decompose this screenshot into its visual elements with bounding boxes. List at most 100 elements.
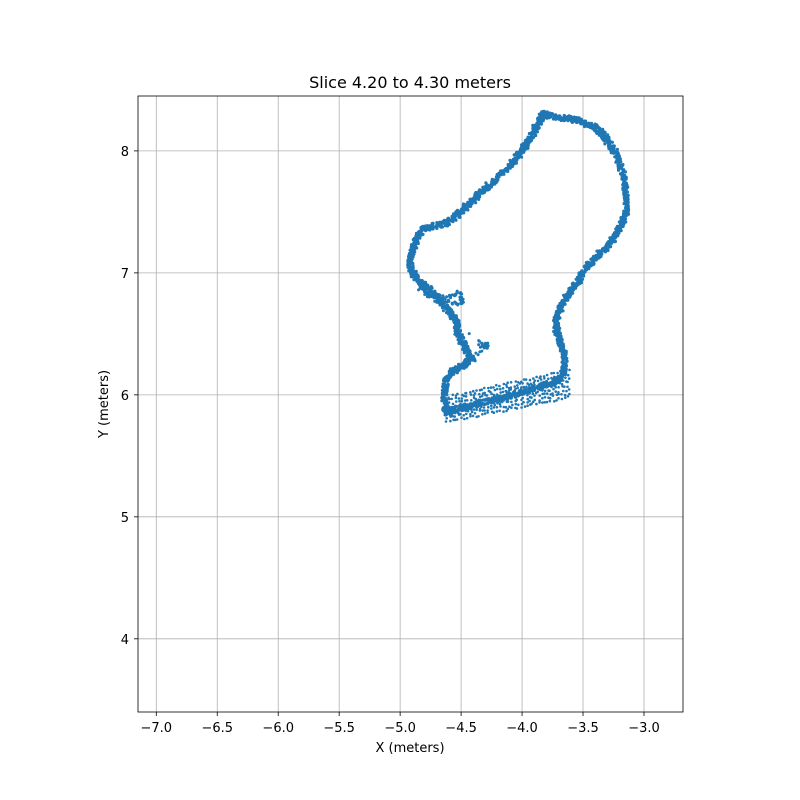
- data-point: [528, 378, 532, 382]
- data-point: [575, 118, 579, 122]
- data-point: [528, 399, 531, 403]
- data-point: [548, 389, 551, 393]
- data-point: [611, 236, 615, 240]
- data-point: [563, 365, 567, 369]
- data-point: [522, 400, 525, 404]
- data-point: [420, 287, 423, 291]
- data-point: [519, 391, 522, 394]
- data-point: [516, 156, 520, 160]
- data-point: [444, 410, 448, 414]
- data-point: [415, 233, 419, 237]
- data-point: [574, 282, 578, 286]
- data-point: [506, 381, 510, 385]
- data-point: [479, 190, 483, 194]
- data-point: [606, 248, 610, 253]
- data-point: [530, 396, 533, 399]
- data-point: [441, 309, 445, 313]
- data-point: [555, 399, 558, 402]
- data-point: [471, 414, 475, 418]
- data-point: [554, 333, 559, 337]
- data-point: [483, 391, 487, 395]
- data-point: [581, 120, 585, 124]
- data-point: [489, 390, 492, 394]
- data-point: [560, 393, 563, 396]
- data-point: [504, 405, 508, 409]
- data-point: [613, 150, 618, 154]
- data-point: [557, 391, 560, 394]
- data-point: [420, 281, 424, 285]
- data-point: [547, 377, 550, 381]
- data-point: [466, 200, 470, 204]
- data-point: [464, 347, 468, 351]
- data-point: [477, 398, 480, 402]
- data-point: [523, 392, 526, 396]
- data-point: [476, 353, 480, 357]
- data-point: [538, 394, 541, 397]
- data-point: [464, 402, 467, 406]
- data-point: [463, 408, 467, 412]
- data-point: [437, 297, 441, 301]
- data-point: [486, 411, 489, 414]
- data-point: [546, 382, 550, 385]
- data-point: [556, 323, 560, 327]
- data-point: [567, 388, 571, 391]
- data-point: [481, 413, 484, 416]
- data-point: [543, 392, 546, 395]
- data-point: [565, 389, 568, 393]
- data-point: [486, 183, 490, 187]
- data-point: [450, 405, 453, 409]
- data-point: [471, 199, 475, 203]
- data-point: [492, 178, 496, 182]
- data-point: [622, 219, 626, 223]
- data-point: [451, 317, 455, 321]
- data-point: [470, 399, 473, 402]
- data-point: [447, 408, 451, 412]
- y-tick-label: 5: [121, 511, 129, 526]
- data-point: [426, 284, 430, 288]
- data-point: [551, 117, 556, 121]
- data-point: [533, 379, 537, 383]
- data-point: [530, 384, 534, 387]
- x-tick-label: −4.0: [506, 721, 538, 736]
- data-point: [603, 142, 607, 146]
- data-point: [517, 151, 521, 155]
- data-point: [513, 385, 516, 388]
- data-point: [460, 399, 464, 403]
- data-point: [560, 382, 564, 386]
- data-point: [496, 402, 499, 405]
- plot-frame: [137, 95, 684, 713]
- data-point: [623, 170, 628, 174]
- data-point: [562, 117, 566, 121]
- y-tick-label: 8: [121, 145, 129, 160]
- data-point: [562, 389, 565, 393]
- data-point: [532, 400, 535, 404]
- data-point: [551, 392, 554, 395]
- data-point: [472, 401, 476, 405]
- data-point: [556, 371, 559, 375]
- data-point: [617, 231, 621, 235]
- data-point: [507, 389, 511, 392]
- data-point: [619, 217, 623, 222]
- data-point: [564, 376, 567, 380]
- data-point: [459, 209, 463, 214]
- data-point: [611, 144, 615, 148]
- data-point: [526, 397, 529, 401]
- data-point: [592, 254, 596, 258]
- data-point: [509, 386, 513, 389]
- data-point: [553, 400, 556, 403]
- data-point: [553, 319, 557, 323]
- data-point: [625, 196, 629, 200]
- data-point: [545, 385, 548, 389]
- data-point: [473, 392, 477, 395]
- data-point: [460, 416, 463, 420]
- data-point: [416, 273, 420, 278]
- data-point: [560, 352, 564, 356]
- data-point: [411, 243, 415, 247]
- data-point: [455, 408, 458, 412]
- data-point: [592, 258, 597, 262]
- data-point: [556, 337, 560, 341]
- data-point: [450, 301, 454, 305]
- data-point: [487, 386, 490, 390]
- x-tick-label: −5.5: [323, 721, 355, 736]
- data-point: [519, 393, 522, 397]
